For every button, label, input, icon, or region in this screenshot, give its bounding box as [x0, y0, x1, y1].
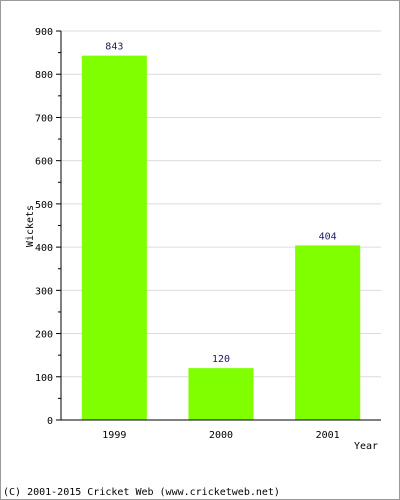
- data-label-1999: 843: [105, 42, 123, 53]
- bar-1999: [81, 55, 147, 421]
- bars: [81, 55, 361, 421]
- x-tick-label-2000: 2000: [209, 430, 233, 441]
- y-axis-label: Wickets: [25, 205, 36, 247]
- y-tick-label: 700: [35, 113, 53, 124]
- bar-2000: [188, 368, 254, 420]
- y-tick-label: 900: [35, 27, 53, 38]
- x-tick-label-1999: 1999: [102, 430, 126, 441]
- y-tick-label: 300: [35, 286, 53, 297]
- axes: [56, 30, 381, 421]
- y-tick-label: 0: [47, 416, 53, 427]
- labels: 0 100 200 300 400 500 600 700 800 900 843 1999 120 20…: [35, 27, 340, 441]
- copyright-footer: (C) 2001-2015 Cricket Web (www.cricketwe…: [3, 487, 280, 498]
- x-tick-label-2001: 2001: [316, 430, 340, 441]
- y-tick-label: 600: [35, 157, 53, 168]
- data-label-2000: 120: [212, 354, 230, 365]
- y-tick-label: 800: [35, 70, 53, 81]
- y-tick-label: 200: [35, 330, 53, 341]
- data-label-2001: 404: [319, 231, 337, 242]
- y-tick-label: 500: [35, 200, 53, 211]
- y-tick-label: 400: [35, 243, 53, 254]
- bar-2001: [295, 245, 361, 420]
- y-tick-label: 100: [35, 373, 53, 384]
- x-axis-label: Year: [354, 441, 378, 452]
